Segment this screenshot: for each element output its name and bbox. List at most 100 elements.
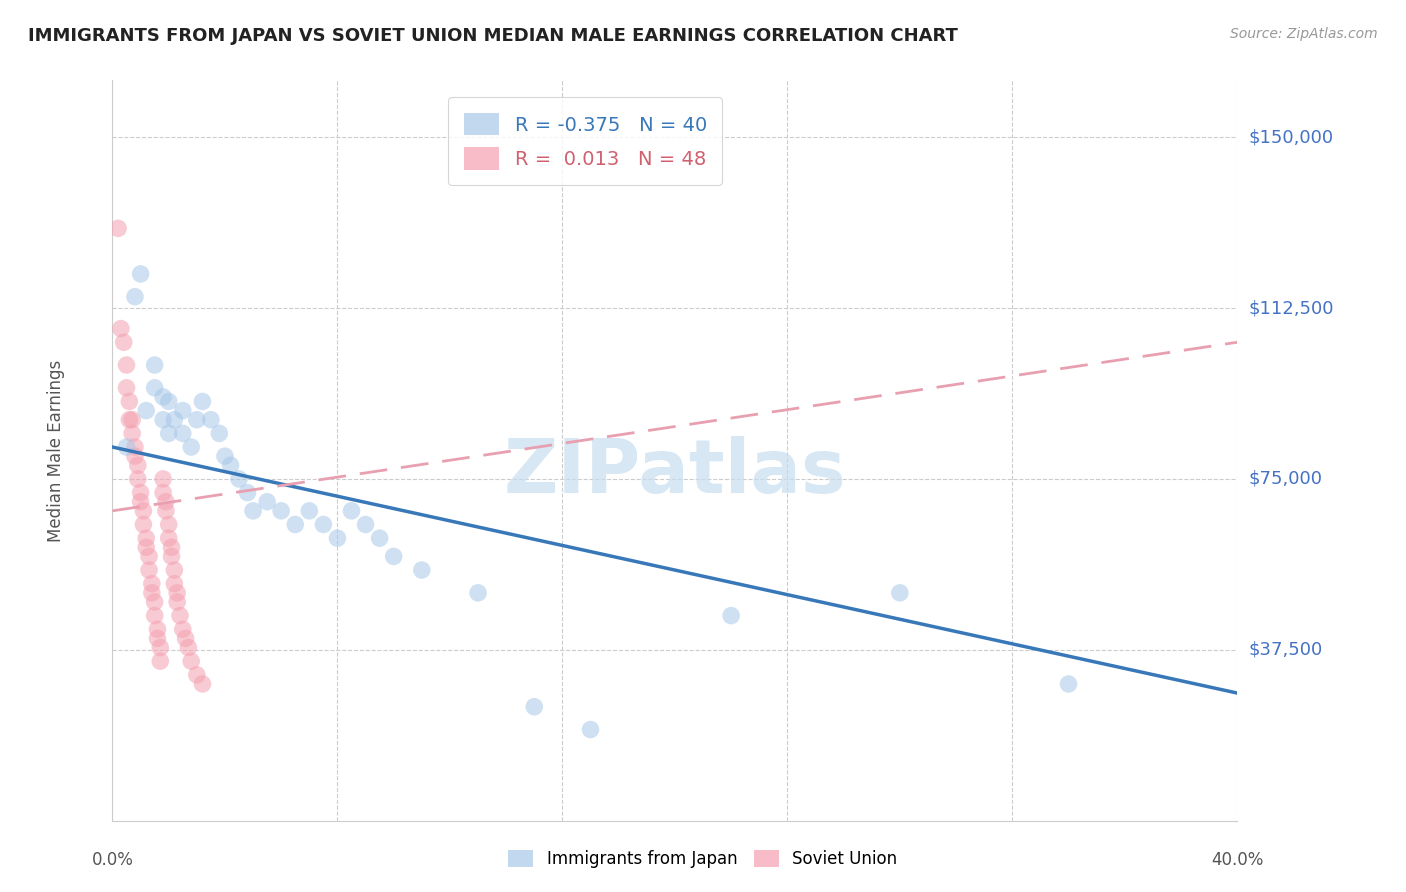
Point [107, 221, 129, 235]
Point [191, 394, 214, 409]
Point [112, 335, 135, 350]
Point [146, 622, 169, 636]
Point [129, 494, 152, 508]
Point [186, 413, 208, 427]
Point [110, 321, 132, 335]
Point [163, 563, 186, 577]
Text: IMMIGRANTS FROM JAPAN VS SOVIET UNION MEDIAN MALE EARNINGS CORRELATION CHART: IMMIGRANTS FROM JAPAN VS SOVIET UNION ME… [28, 27, 957, 45]
Text: Source: ZipAtlas.com: Source: ZipAtlas.com [1230, 27, 1378, 41]
Point [298, 504, 321, 518]
Point [121, 426, 143, 441]
Point [115, 381, 138, 395]
Point [121, 413, 143, 427]
Point [155, 494, 177, 508]
Point [149, 654, 172, 668]
Point [270, 504, 292, 518]
Text: $112,500: $112,500 [1249, 299, 1334, 317]
Point [174, 632, 197, 646]
Point [242, 504, 264, 518]
Point [382, 549, 405, 564]
Point [368, 531, 391, 545]
Point [172, 622, 194, 636]
Point [166, 595, 188, 609]
Legend: R = -0.375   N = 40, R =  0.013   N = 48: R = -0.375 N = 40, R = 0.013 N = 48 [449, 97, 723, 186]
Point [129, 485, 152, 500]
Point [411, 563, 433, 577]
Point [228, 472, 250, 486]
Point [312, 517, 335, 532]
Text: 40.0%: 40.0% [1211, 851, 1264, 869]
Point [129, 267, 152, 281]
Point [284, 517, 307, 532]
Point [166, 586, 188, 600]
Point [135, 531, 157, 545]
Point [177, 640, 200, 655]
Point [149, 640, 172, 655]
Point [214, 449, 236, 463]
Point [152, 413, 174, 427]
Point [141, 586, 163, 600]
Point [236, 485, 259, 500]
Point [172, 403, 194, 417]
Point [127, 472, 149, 486]
Point [152, 485, 174, 500]
Point [256, 494, 278, 508]
Point [141, 576, 163, 591]
Point [579, 723, 602, 737]
Text: $150,000: $150,000 [1249, 128, 1333, 146]
Point [186, 668, 208, 682]
Point [889, 586, 911, 600]
Point [340, 504, 363, 518]
Point [160, 549, 183, 564]
Point [132, 504, 155, 518]
Point [124, 449, 146, 463]
Text: ZIPatlas: ZIPatlas [503, 436, 846, 509]
Point [157, 426, 180, 441]
Point [118, 394, 141, 409]
Point [208, 426, 231, 441]
Point [1057, 677, 1080, 691]
Point [163, 576, 186, 591]
Point [523, 699, 546, 714]
Point [152, 472, 174, 486]
Point [160, 541, 183, 555]
Point [180, 654, 202, 668]
Point [143, 595, 166, 609]
Point [720, 608, 742, 623]
Point [180, 440, 202, 454]
Point [143, 381, 166, 395]
Point [354, 517, 377, 532]
Legend: Immigrants from Japan, Soviet Union: Immigrants from Japan, Soviet Union [502, 843, 904, 875]
Point [135, 403, 157, 417]
Text: $75,000: $75,000 [1249, 470, 1323, 488]
Point [200, 413, 222, 427]
Point [118, 413, 141, 427]
Point [163, 413, 186, 427]
Point [157, 531, 180, 545]
Point [146, 632, 169, 646]
Point [157, 517, 180, 532]
Text: 0.0%: 0.0% [91, 851, 134, 869]
Text: Median Male Earnings: Median Male Earnings [48, 359, 65, 541]
Point [138, 563, 160, 577]
Point [138, 549, 160, 564]
Point [467, 586, 489, 600]
Point [127, 458, 149, 473]
Point [115, 358, 138, 372]
Point [219, 458, 242, 473]
Point [124, 290, 146, 304]
Point [191, 677, 214, 691]
Point [143, 608, 166, 623]
Point [132, 517, 155, 532]
Point [155, 504, 177, 518]
Point [124, 440, 146, 454]
Point [152, 390, 174, 404]
Point [326, 531, 349, 545]
Point [115, 440, 138, 454]
Point [135, 541, 157, 555]
Point [157, 394, 180, 409]
Point [169, 608, 191, 623]
Point [143, 358, 166, 372]
Text: $37,500: $37,500 [1249, 640, 1323, 659]
Point [172, 426, 194, 441]
